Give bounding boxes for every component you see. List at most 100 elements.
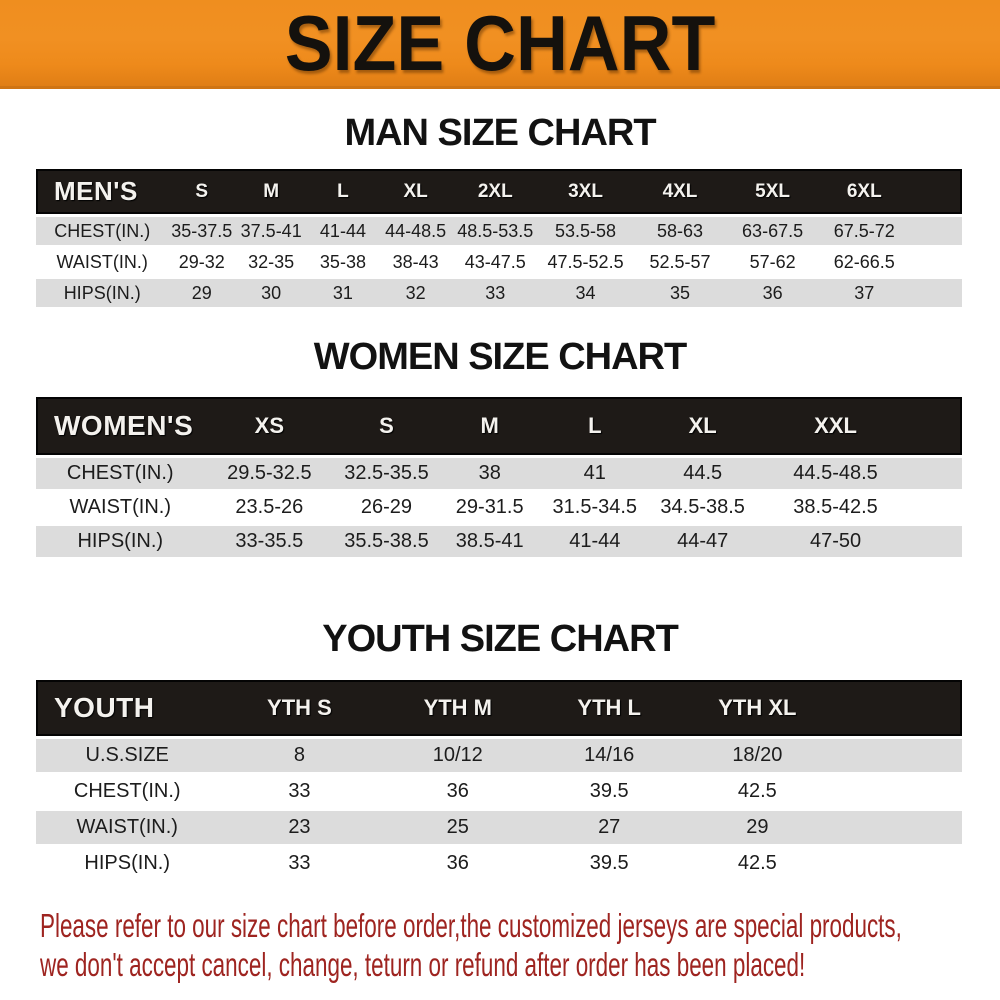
men-chart-title: MAN SIZE CHART <box>344 112 656 154</box>
size-cell: 42.5 <box>683 775 832 808</box>
size-cell: 29.5-32.5 <box>204 458 335 489</box>
size-cell: 35-37.5 <box>168 217 236 245</box>
size-column-header: 4XL <box>633 169 727 214</box>
size-cell: 47-50 <box>756 526 915 557</box>
row-label: CHEST(IN.) <box>36 458 205 489</box>
size-header-row: MEN'S S M L XL 2XL 3XL 4XL 5XL 6XL <box>36 169 962 214</box>
size-cell: 10/12 <box>380 739 536 772</box>
filler-cell <box>910 279 962 307</box>
size-cell: 31 <box>307 279 379 307</box>
size-cell: 33-35.5 <box>204 526 335 557</box>
filler-cell <box>914 492 962 523</box>
order-disclaimer: Please refer to our size chart before or… <box>40 906 990 984</box>
size-column-header: S <box>168 169 236 214</box>
youth-size-table: YOUTH YTH S YTH M YTH L YTH XL U.S.SIZE 8 10/12… <box>36 677 962 883</box>
size-cell: 44-47 <box>648 526 757 557</box>
size-cell: 39.5 <box>535 775 684 808</box>
size-column-header: L <box>540 397 649 455</box>
row-label: CHEST(IN.) <box>36 775 219 808</box>
table-row: U.S.SIZE 8 10/12 14/16 18/20 <box>36 739 962 772</box>
size-column-header: XXL <box>756 397 915 455</box>
disclaimer-line-2: we don't accept cancel, change, teturn o… <box>40 946 806 983</box>
size-cell: 67.5-72 <box>818 217 911 245</box>
size-cell: 29-31.5 <box>438 492 541 523</box>
size-cell: 38 <box>438 458 541 489</box>
size-cell: 43-47.5 <box>452 248 538 276</box>
filler-cell <box>831 680 962 736</box>
size-cell: 32 <box>378 279 453 307</box>
size-cell: 38.5-41 <box>438 526 541 557</box>
size-cell: 52.5-57 <box>633 248 727 276</box>
size-cell: 26-29 <box>334 492 439 523</box>
size-header-row: YOUTH YTH S YTH M YTH L YTH XL <box>36 680 962 736</box>
size-cell: 25 <box>380 811 536 844</box>
size-column-header: XL <box>648 397 757 455</box>
size-cell: 41-44 <box>540 526 649 557</box>
row-label: HIPS(IN.) <box>36 847 219 880</box>
size-cell: 42.5 <box>683 847 832 880</box>
women-chart-title: WOMEN SIZE CHART <box>313 336 687 378</box>
filler-cell <box>910 217 962 245</box>
filler-cell <box>914 458 962 489</box>
size-column-header: S <box>334 397 439 455</box>
size-cell: 27 <box>535 811 684 844</box>
row-label: HIPS(IN.) <box>36 279 169 307</box>
row-label: WAIST(IN.) <box>36 811 219 844</box>
size-column-header: M <box>438 397 541 455</box>
size-column-header: L <box>307 169 379 214</box>
filler-cell <box>910 248 962 276</box>
filler-cell <box>831 811 962 844</box>
size-cell: 36 <box>380 775 536 808</box>
size-column-header: 6XL <box>818 169 911 214</box>
banner-title: SIZE CHART <box>284 0 716 87</box>
size-cell: 34.5-38.5 <box>648 492 757 523</box>
table-row: CHEST(IN.) 35-37.5 37.5-41 41-44 44-48.5 48.5… <box>36 217 962 245</box>
size-cell: 33 <box>218 775 381 808</box>
filler-cell <box>831 847 962 880</box>
size-cell: 62-66.5 <box>818 248 911 276</box>
size-cell: 30 <box>235 279 308 307</box>
filler-cell <box>831 775 962 808</box>
size-cell: 63-67.5 <box>726 217 819 245</box>
size-cell: 36 <box>380 847 536 880</box>
size-column-header: XS <box>204 397 335 455</box>
size-cell: 44.5 <box>648 458 757 489</box>
size-cell: 29 <box>168 279 236 307</box>
size-column-header: 2XL <box>452 169 538 214</box>
size-chart-banner: SIZE CHART <box>0 0 1000 89</box>
size-cell: 41-44 <box>307 217 379 245</box>
size-column-header: YTH XL <box>683 680 832 736</box>
size-cell: 35 <box>633 279 727 307</box>
table-corner-label: MEN'S <box>36 169 169 214</box>
size-cell: 44-48.5 <box>378 217 453 245</box>
women-size-table: WOMEN'S XS S M L XL XXL CHEST(IN.) 29.5-32.5 32.5… <box>36 394 962 560</box>
size-cell: 14/16 <box>535 739 684 772</box>
row-label: WAIST(IN.) <box>36 248 169 276</box>
table-row: HIPS(IN.) 33 36 39.5 42.5 <box>36 847 962 880</box>
size-column-header: YTH S <box>218 680 381 736</box>
size-cell: 29-32 <box>168 248 236 276</box>
size-cell: 32-35 <box>235 248 308 276</box>
filler-cell <box>914 526 962 557</box>
size-cell: 32.5-35.5 <box>334 458 439 489</box>
size-cell: 44.5-48.5 <box>756 458 915 489</box>
size-cell: 35-38 <box>307 248 379 276</box>
size-cell: 33 <box>452 279 538 307</box>
row-label: CHEST(IN.) <box>36 217 169 245</box>
size-column-header: 3XL <box>537 169 634 214</box>
size-cell: 41 <box>540 458 649 489</box>
size-column-header: 5XL <box>726 169 819 214</box>
filler-cell <box>910 169 962 214</box>
men-size-table: MEN'S S M L XL 2XL 3XL 4XL 5XL 6XL CHEST(IN.) 35-37… <box>36 166 962 310</box>
size-cell: 34 <box>537 279 634 307</box>
filler-cell <box>914 397 962 455</box>
size-cell: 47.5-52.5 <box>537 248 634 276</box>
size-cell: 58-63 <box>633 217 727 245</box>
table-row: WAIST(IN.) 29-32 32-35 35-38 38-43 43-47.5 47.… <box>36 248 962 276</box>
table-corner-label: WOMEN'S <box>36 397 205 455</box>
size-cell: 35.5-38.5 <box>334 526 439 557</box>
size-cell: 57-62 <box>726 248 819 276</box>
size-cell: 37 <box>818 279 911 307</box>
size-cell: 23.5-26 <box>204 492 335 523</box>
size-cell: 23 <box>218 811 381 844</box>
